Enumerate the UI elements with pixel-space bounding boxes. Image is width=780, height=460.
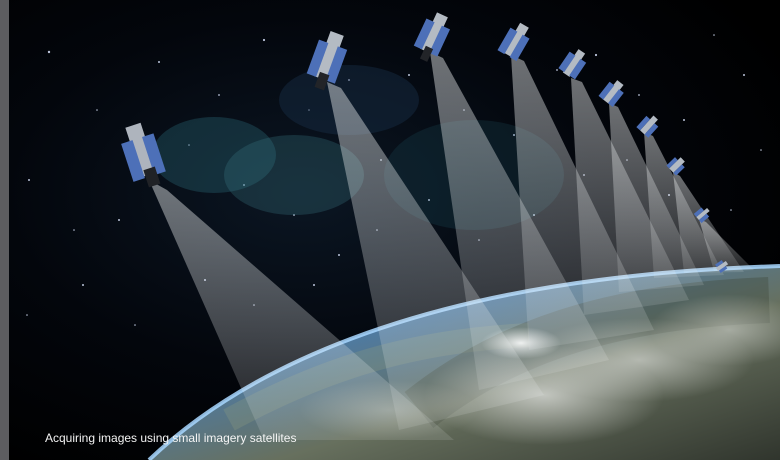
- star-field: [26, 34, 762, 326]
- satellite-icon: [121, 122, 166, 188]
- satellite-icon: [666, 157, 685, 176]
- satellite-icon: [558, 49, 587, 80]
- light-beams: [149, 52, 754, 440]
- satellite-icon: [636, 115, 659, 138]
- satellite-icon: [715, 260, 729, 273]
- satellite-constellation-illustration: [9, 0, 780, 460]
- satellite-icon: [497, 22, 530, 62]
- satellite-icon: [306, 31, 348, 91]
- satellite-icon: [413, 12, 451, 62]
- image-caption: Acquiring images using small imagery sat…: [45, 431, 297, 445]
- satellite-image: [9, 0, 780, 460]
- satellite-icon: [693, 207, 710, 224]
- satellite-icon: [598, 80, 624, 107]
- light-beam: [149, 180, 454, 440]
- light-beam: [699, 219, 754, 271]
- left-border: [0, 0, 9, 460]
